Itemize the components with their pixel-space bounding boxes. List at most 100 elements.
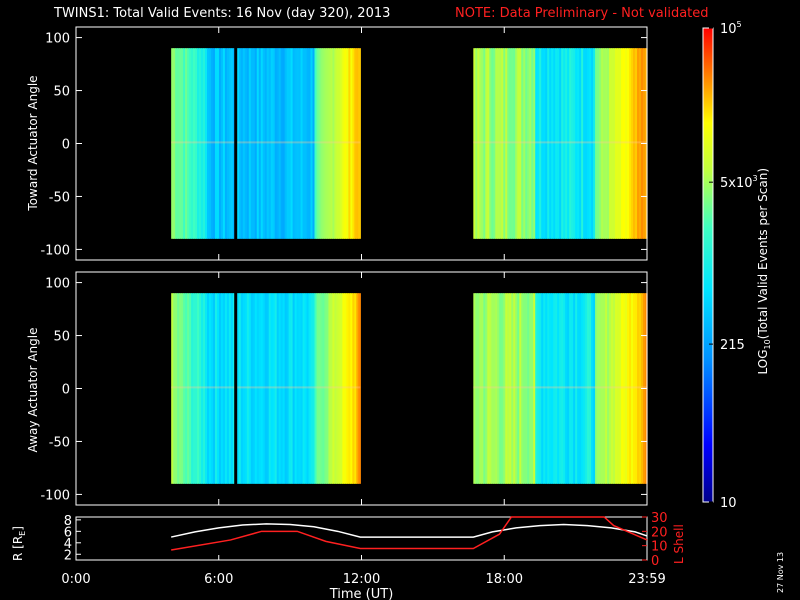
- chart-title: TWINS1: Total Valid Events: 16 Nov (day …: [0, 6, 800, 26]
- heatmap-strip: [529, 48, 532, 239]
- heatmap-strip: [593, 293, 596, 484]
- heatmap-strip: [302, 293, 306, 484]
- heatmap-strip: [535, 293, 538, 484]
- heatmap-strip: [575, 293, 578, 484]
- heatmap-strip: [473, 293, 476, 484]
- heatmap-strip: [274, 293, 278, 484]
- heatmap-strip: [236, 293, 240, 484]
- heatmap-strip: [344, 293, 347, 484]
- heatmap-strip: [264, 48, 268, 239]
- heatmap-strip: [318, 293, 322, 484]
- heatmap-strip: [181, 48, 184, 239]
- heatmap-strip: [350, 293, 353, 484]
- heatmap-strip: [224, 48, 228, 239]
- heatmap-strip: [557, 48, 560, 239]
- heatmap-strip: [539, 293, 542, 484]
- heatmap-strip: [509, 293, 512, 484]
- heatmap-strip: [312, 48, 316, 239]
- y-tick-label: 0: [62, 383, 70, 398]
- heatmap-strip: [296, 293, 300, 484]
- orbit-frame: [75, 516, 648, 561]
- heatmap-strip: [242, 293, 246, 484]
- heatmap-strip: [248, 48, 252, 239]
- heatmap-strip: [627, 293, 630, 484]
- heatmap-strip: [203, 293, 206, 484]
- heatmap-strip: [179, 293, 182, 484]
- heatmap-strip: [210, 48, 214, 239]
- heatmap-strip: [250, 48, 254, 239]
- heatmap-strip: [300, 293, 304, 484]
- heatmap-strip: [189, 293, 192, 484]
- heatmap-strip: [306, 48, 310, 239]
- heatmap-strip: [280, 293, 284, 484]
- heatmap-strip: [601, 293, 604, 484]
- heatmap-strip: [579, 293, 582, 484]
- preliminary-note: NOTE: Data Preliminary - Not validated: [455, 6, 709, 21]
- heatmap-strip: [585, 293, 588, 484]
- heatmap-strip: [240, 48, 244, 239]
- x-tick-label: 6:00: [204, 572, 233, 587]
- lshell-tick-label: 10: [651, 540, 668, 555]
- heatmap-strip: [527, 293, 530, 484]
- heatmap-strip: [304, 293, 308, 484]
- heatmap-strip: [597, 48, 600, 239]
- heatmap-strip: [567, 48, 570, 239]
- heatmap-strip: [352, 293, 355, 484]
- heatmap-strip: [583, 48, 586, 239]
- heatmap-strip: [635, 293, 638, 484]
- heatmap-strip: [270, 293, 274, 484]
- y-tick-label: -100: [40, 243, 70, 258]
- heatmap-strip: [589, 48, 592, 239]
- heatmap-strip: [270, 48, 274, 239]
- heatmap-strip: [493, 293, 496, 484]
- heatmap-strip: [483, 293, 486, 484]
- heatmap-strip: [491, 293, 494, 484]
- heatmap-strip: [328, 48, 332, 239]
- heatmap-strip: [481, 48, 484, 239]
- heatmap-strip: [627, 48, 630, 239]
- heatmap-strip: [175, 48, 178, 239]
- heatmap-strip: [175, 293, 178, 484]
- heatmap-strip: [354, 48, 357, 239]
- heatmap-strip: [575, 48, 578, 239]
- date-stamp: 27 Nov 13: [776, 551, 785, 593]
- data-gap: [234, 27, 238, 260]
- heatmap-strip: [523, 48, 526, 239]
- heatmap-strip: [199, 293, 202, 484]
- heatmap-strip: [565, 293, 568, 484]
- heatmap-strip: [617, 293, 620, 484]
- heatmap-strip: [230, 293, 234, 484]
- heatmap-strip: [589, 293, 592, 484]
- heatmap-strip: [201, 293, 204, 484]
- heatmap-strip: [302, 48, 306, 239]
- orbit-series-line: [171, 523, 648, 538]
- heatmap-strip: [326, 293, 330, 484]
- heatmap-strip: [252, 48, 256, 239]
- heatmap-strip: [187, 48, 190, 239]
- heatmap-strip: [561, 293, 564, 484]
- r-tick-label: 8: [64, 514, 72, 529]
- heatmap-strip: [312, 293, 316, 484]
- r-axis-label: R [RE]: [11, 526, 27, 561]
- heatmap-strip: [220, 48, 224, 239]
- heatmap-strip: [569, 48, 572, 239]
- heatmap-strip: [284, 293, 288, 484]
- heatmap-strip: [495, 293, 498, 484]
- heatmap-strip: [609, 48, 612, 239]
- heatmap-strip: [191, 293, 194, 484]
- heatmap-strip: [531, 48, 534, 239]
- heatmap-strip: [551, 293, 554, 484]
- heatmap-strip: [292, 48, 296, 239]
- heatmap-strip: [230, 48, 234, 239]
- heatmap-strip: [563, 48, 566, 239]
- heatmap-panel-away: -100 -50 0 50 100: [40, 271, 648, 506]
- heatmap-strip: [292, 293, 296, 484]
- heatmap-strip: [541, 293, 544, 484]
- heatmap-strip: [513, 48, 516, 239]
- heatmap-strip: [214, 48, 218, 239]
- heatmap-strip: [179, 48, 182, 239]
- heatmap-strip: [201, 48, 204, 239]
- heatmap-strip: [246, 293, 250, 484]
- heatmap-strip: [625, 293, 628, 484]
- heatmap-strip: [171, 48, 174, 239]
